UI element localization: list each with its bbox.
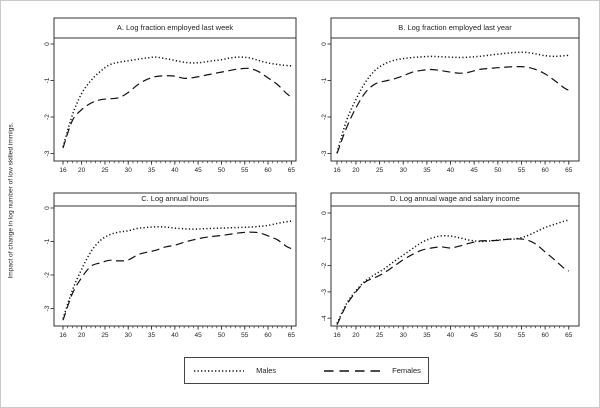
svg-text:60: 60 <box>542 332 550 339</box>
svg-text:45: 45 <box>195 167 203 174</box>
svg-text:65: 65 <box>565 167 573 174</box>
svg-text:40: 40 <box>447 332 455 339</box>
svg-text:30: 30 <box>400 167 408 174</box>
males-line-sample <box>194 369 245 372</box>
svg-text:30: 30 <box>400 332 408 339</box>
svg-text:35: 35 <box>423 332 431 339</box>
svg-text:0: 0 <box>321 211 328 215</box>
svg-text:45: 45 <box>471 332 479 339</box>
svg-text:35: 35 <box>423 167 431 174</box>
svg-text:20: 20 <box>352 167 360 174</box>
svg-text:-2: -2 <box>44 114 51 120</box>
svg-text:35: 35 <box>148 332 156 339</box>
svg-text:16: 16 <box>59 332 67 339</box>
svg-text:60: 60 <box>264 167 272 174</box>
panel-b-title: B. Log fraction employed last year <box>398 23 512 32</box>
svg-text:65: 65 <box>288 332 296 339</box>
svg-text:55: 55 <box>241 332 249 339</box>
panel-c-title: C. Log annual hours <box>141 194 209 203</box>
svg-text:-1: -1 <box>44 238 51 244</box>
svg-text:-2: -2 <box>44 272 51 278</box>
svg-text:-2: -2 <box>321 114 328 120</box>
svg-text:-4: -4 <box>321 315 328 321</box>
svg-text:-1: -1 <box>321 236 328 242</box>
svg-text:-3: -3 <box>321 289 328 295</box>
svg-text:20: 20 <box>352 332 360 339</box>
svg-text:65: 65 <box>565 332 573 339</box>
svg-text:50: 50 <box>218 167 226 174</box>
panel-a-title: A. Log fraction employed last week <box>116 23 234 32</box>
legend-males-label: Males <box>256 366 277 375</box>
y-axis-label: Impact of change in log number of low sk… <box>7 122 15 279</box>
svg-text:-3: -3 <box>44 150 51 156</box>
svg-text:25: 25 <box>376 167 384 174</box>
svg-text:30: 30 <box>125 332 133 339</box>
svg-text:16: 16 <box>333 167 341 174</box>
svg-text:50: 50 <box>494 332 502 339</box>
svg-text:25: 25 <box>101 167 109 174</box>
svg-text:40: 40 <box>171 332 179 339</box>
svg-text:50: 50 <box>494 167 502 174</box>
svg-text:55: 55 <box>241 167 249 174</box>
svg-text:55: 55 <box>518 167 526 174</box>
svg-text:25: 25 <box>376 332 384 339</box>
svg-text:0: 0 <box>44 42 51 46</box>
svg-text:25: 25 <box>101 332 109 339</box>
svg-text:-2: -2 <box>321 262 328 268</box>
svg-text:20: 20 <box>78 332 86 339</box>
svg-text:65: 65 <box>288 167 296 174</box>
svg-text:16: 16 <box>59 167 67 174</box>
svg-text:60: 60 <box>264 332 272 339</box>
svg-text:-3: -3 <box>44 305 51 311</box>
svg-text:0: 0 <box>321 42 328 46</box>
svg-text:40: 40 <box>447 167 455 174</box>
svg-text:40: 40 <box>171 167 179 174</box>
svg-text:45: 45 <box>471 167 479 174</box>
legend: Males Females <box>184 357 429 384</box>
svg-text:60: 60 <box>542 167 550 174</box>
svg-text:30: 30 <box>125 167 133 174</box>
svg-text:50: 50 <box>218 332 226 339</box>
svg-text:20: 20 <box>78 167 86 174</box>
svg-text:16: 16 <box>333 332 341 339</box>
panel-d-title: D. Log annual wage and salary income <box>390 194 520 203</box>
svg-text:35: 35 <box>148 167 156 174</box>
svg-text:55: 55 <box>518 332 526 339</box>
svg-text:45: 45 <box>195 332 203 339</box>
svg-text:-1: -1 <box>44 77 51 83</box>
legend-females-label: Females <box>392 366 421 375</box>
svg-text:-1: -1 <box>321 77 328 83</box>
females-line-sample <box>324 369 381 372</box>
svg-text:-3: -3 <box>321 150 328 156</box>
svg-text:0: 0 <box>44 206 51 210</box>
